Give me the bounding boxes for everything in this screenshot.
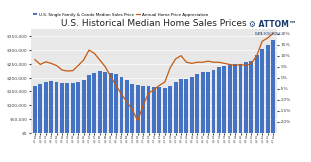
Bar xyxy=(82,80,86,133)
Bar xyxy=(233,64,237,133)
Bar xyxy=(195,74,199,133)
Bar xyxy=(65,83,69,133)
Bar xyxy=(49,81,53,133)
Bar xyxy=(211,70,216,133)
Legend: U.S. Single Family & Condo Median Sales Price, Annual Home Price Appreciation: U.S. Single Family & Condo Median Sales … xyxy=(33,13,208,17)
Bar xyxy=(60,82,64,133)
Bar xyxy=(114,74,118,133)
Bar xyxy=(125,80,129,133)
Bar xyxy=(255,55,259,133)
Bar xyxy=(103,72,107,133)
Bar xyxy=(266,45,270,133)
Bar xyxy=(71,83,75,133)
Text: DATA SOLUTIONS: DATA SOLUTIONS xyxy=(255,32,281,36)
Bar xyxy=(146,86,151,133)
Bar xyxy=(206,72,210,133)
Bar xyxy=(152,87,156,133)
Bar xyxy=(92,73,96,133)
Bar xyxy=(190,77,194,133)
Bar xyxy=(260,48,264,133)
Bar xyxy=(239,64,243,133)
Bar xyxy=(249,61,253,133)
Bar xyxy=(55,82,58,133)
Bar xyxy=(201,72,205,133)
Bar xyxy=(76,82,80,133)
Bar xyxy=(184,79,188,133)
Bar xyxy=(130,84,134,133)
Bar xyxy=(157,87,161,133)
Bar xyxy=(222,66,226,133)
Bar xyxy=(174,82,178,133)
Bar xyxy=(87,75,91,133)
Bar xyxy=(228,64,232,133)
Bar xyxy=(98,71,102,133)
Bar xyxy=(119,77,123,133)
Text: ⚙ ATTOM™: ⚙ ATTOM™ xyxy=(249,19,296,29)
Bar xyxy=(109,73,113,133)
Bar xyxy=(44,82,48,133)
Bar xyxy=(163,88,167,133)
Bar xyxy=(136,85,140,133)
Bar xyxy=(244,62,248,133)
Bar xyxy=(179,79,183,133)
Bar xyxy=(33,86,37,133)
Bar xyxy=(141,86,145,133)
Bar xyxy=(271,40,275,133)
Title: U.S. Historical Median Home Sales Prices: U.S. Historical Median Home Sales Prices xyxy=(61,19,247,28)
Bar xyxy=(217,67,221,133)
Bar xyxy=(168,86,172,133)
Bar xyxy=(38,84,42,133)
